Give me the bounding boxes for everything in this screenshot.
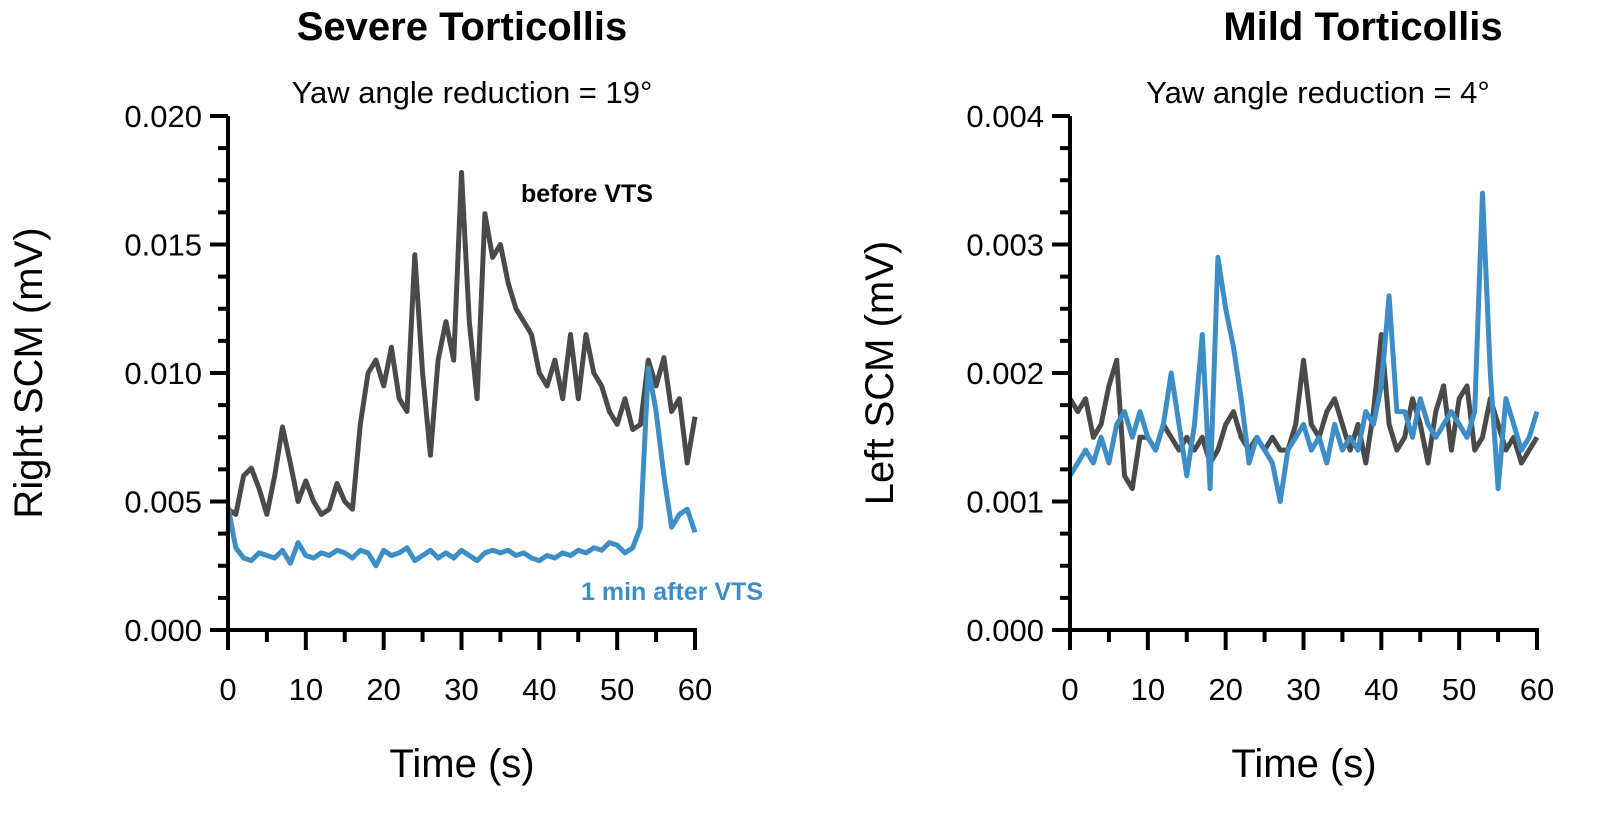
x-tick-label: 0 [1061, 672, 1078, 707]
y-tick-label: 0.015 [124, 228, 202, 263]
x-axis-label: Time (s) [1231, 742, 1376, 786]
y-tick-label: 0.010 [124, 356, 202, 391]
y-tick-label: 0.020 [124, 99, 202, 134]
x-tick-label: 40 [522, 672, 556, 707]
panel-title: Severe Torticollis [297, 5, 628, 49]
x-tick-label: 60 [678, 672, 712, 707]
y-tick-label: 0.000 [966, 613, 1044, 648]
x-axis-label: Time (s) [389, 742, 534, 786]
x-tick-label: 50 [1442, 672, 1476, 707]
panel-subtitle: Yaw angle reduction = 19° [292, 75, 653, 110]
y-tick-label: 0.002 [966, 356, 1044, 391]
x-tick-label: 60 [1520, 672, 1554, 707]
y-axis-label: Left SCM (mV) [858, 241, 902, 505]
x-tick-label: 30 [444, 672, 478, 707]
x-tick-label: 10 [289, 672, 323, 707]
series-before-vts-line [226, 170, 698, 517]
y-axis-label: Right SCM (mV) [7, 227, 51, 518]
panel-subtitle: Yaw angle reduction = 4° [1146, 75, 1490, 110]
y-tick-label: 0.003 [966, 228, 1044, 263]
y-tick-label: 0.001 [966, 485, 1044, 520]
x-tick-label: 20 [366, 672, 400, 707]
x-tick-label: 50 [600, 672, 634, 707]
annotation-before-vts: before VTS [521, 180, 653, 208]
annotation-after-vts: 1 min after VTS [581, 578, 763, 606]
y-tick-label: 0.005 [124, 485, 202, 520]
series-after-vts-line [1067, 190, 1540, 504]
x-tick-label: 20 [1208, 672, 1242, 707]
y-tick-label: 0.004 [966, 99, 1044, 134]
x-tick-label: 0 [219, 672, 236, 707]
mild-torticollis-panel: Mild Torticollis Yaw angle reduction = 4… [858, 5, 1554, 786]
x-tick-label: 10 [1131, 672, 1165, 707]
x-tick-label: 30 [1286, 672, 1320, 707]
panel-title: Mild Torticollis [1223, 5, 1502, 49]
y-tick-label: 0.000 [124, 613, 202, 648]
series-after-vts-line [225, 365, 698, 569]
x-tick-label: 40 [1364, 672, 1398, 707]
severe-torticollis-panel: Severe Torticollis Yaw angle reduction =… [7, 5, 763, 786]
